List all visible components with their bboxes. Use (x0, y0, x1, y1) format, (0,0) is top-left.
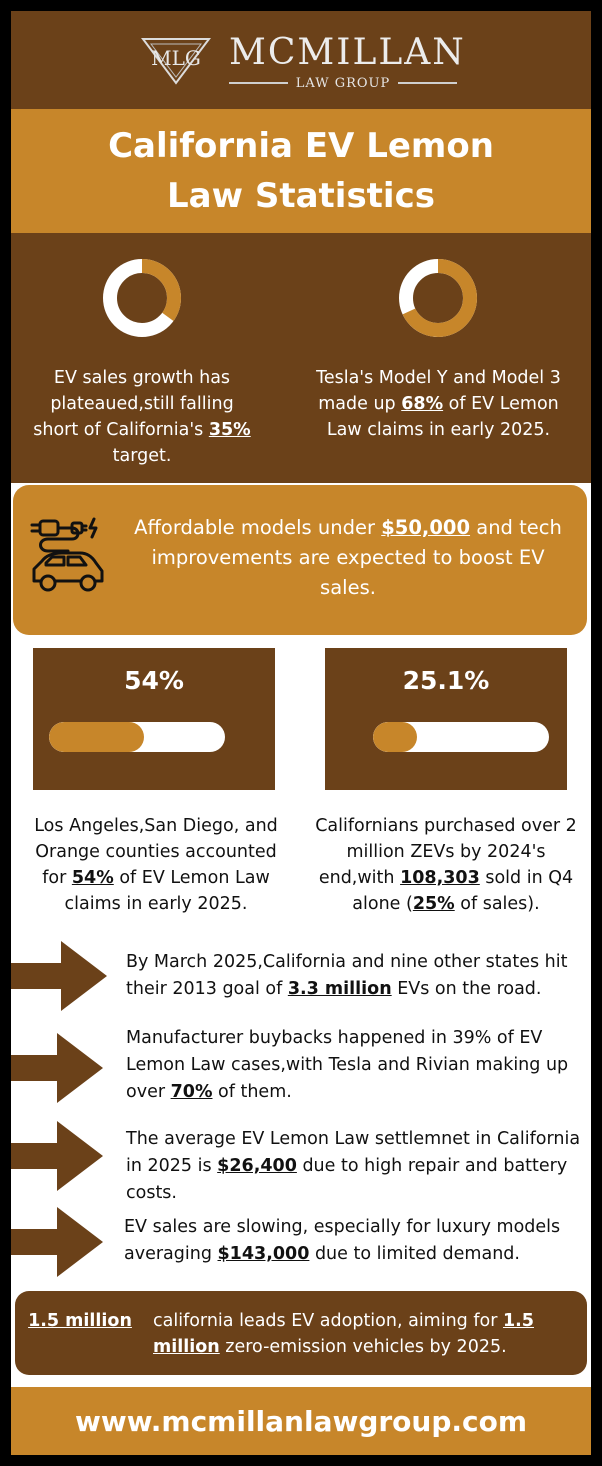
donut-caption: Tesla's Model Y and Model 3 made up 68% … (311, 365, 566, 443)
footer-callout: 1.5 million california leads EV adoption… (15, 1291, 587, 1375)
donut-caption-text: of EV Lemon Law claims in early 2025. (326, 394, 559, 440)
donut-section: EV sales growth has plateaued,still fall… (11, 233, 591, 483)
afford-callout: Affordable models under $50,000 and tech… (13, 485, 587, 635)
website-link[interactable]: www.mcmillanlawgroup.com (74, 1404, 528, 1438)
afford-text: Affordable models under $50,000 and tech… (123, 513, 573, 603)
stat-caption-text: of EV Lemon Law claims in early 2025. (64, 868, 270, 914)
right-arrow-icon (11, 1207, 103, 1277)
url-band: www.mcmillanlawgroup.com (11, 1387, 591, 1455)
fact-text-part: due to limited demand. (309, 1244, 520, 1264)
stat-caption-highlight: 54% (71, 868, 114, 888)
donut-chart-icon (103, 259, 181, 337)
progress-track (373, 722, 549, 752)
progress-fill (49, 722, 145, 752)
right-arrow-icon (11, 1121, 103, 1191)
header: MLG MCMILLAN LAW GROUP (11, 11, 591, 109)
fact-text-part: The average EV Lemon Law settlemnet in C… (126, 1129, 581, 1176)
afford-text-part: and tech improvements are expected to bo… (151, 516, 562, 599)
footer-callout-figure: 1.5 million (28, 1311, 132, 1331)
brand-name: MCMILLAN (229, 32, 466, 73)
donut-chart-icon (399, 259, 477, 337)
divider (229, 82, 288, 84)
fact-text: By March 2025,California and nine other … (126, 949, 581, 1003)
footer-highlight: 1.5 million (153, 1311, 534, 1357)
stat-value: 25.1% (402, 666, 490, 695)
fact-text: Manufacturer buybacks happened in 39% of… (126, 1025, 581, 1106)
brand-sub-wrap: LAW GROUP (229, 75, 457, 91)
fact-highlight: $143,000 (217, 1244, 310, 1264)
progress-track (49, 722, 225, 752)
logo-monogram-text: MLG (151, 46, 201, 70)
fact-highlight: 3.3 million (287, 979, 392, 999)
fact-text-part: of them. (212, 1082, 292, 1102)
divider (398, 82, 457, 84)
right-arrow-icon (11, 941, 107, 1011)
right-arrow-icon (11, 1033, 103, 1103)
stat-caption-highlight: 25% (412, 894, 455, 914)
stat-caption-highlight: 108,303 (400, 868, 480, 888)
donut-caption-highlight: 35% (208, 420, 251, 440)
stat-caption-text: of sales). (454, 894, 540, 914)
page-title: California EV Lemon Law Statistics (108, 126, 494, 216)
stat-box: 54% (33, 648, 275, 790)
electric-car-icon (30, 517, 104, 592)
fact-text-part: Manufacturer buybacks happened in 39% of… (126, 1028, 569, 1102)
logo-monogram-icon: MLG (141, 38, 211, 85)
stat-value: 54% (124, 666, 184, 695)
donut-arc (103, 259, 181, 337)
footer-text-part: zero-emission vehicles by 2025. (219, 1337, 507, 1357)
donut-caption-text: EV sales growth has plateaued,still fall… (33, 368, 234, 440)
fact-text-part: EVs on the road. (391, 979, 542, 999)
stat-caption-text: sold in Q4 alone ( (352, 868, 574, 914)
fact-text-part: due to high repair and battery costs. (126, 1156, 568, 1203)
stat-caption-text: Los Angeles,San Diego, and Orange counti… (34, 816, 278, 888)
fact-highlight: $26,400 (217, 1156, 297, 1176)
stat-box: 25.1% (325, 648, 567, 790)
fact-text: EV sales are slowing, especially for lux… (124, 1214, 584, 1268)
afford-highlight: $50,000 (381, 516, 471, 539)
stat-caption: Los Angeles,San Diego, and Orange counti… (21, 813, 291, 917)
donut-caption-highlight: 68% (401, 394, 444, 414)
donut-caption-text: Tesla's Model Y and Model 3 made up (316, 368, 561, 414)
footer-callout-text: california leads EV adoption, aiming for… (153, 1308, 573, 1360)
title-band: California EV Lemon Law Statistics (11, 109, 591, 233)
donut-arc (399, 259, 477, 337)
progress-fill (373, 722, 418, 752)
footer-text-part: california leads EV adoption, aiming for (153, 1311, 503, 1331)
donut-caption: EV sales growth has plateaued,still fall… (31, 365, 253, 469)
stat-caption-text: Californians purchased over 2 million ZE… (315, 816, 577, 888)
brand-sub: LAW GROUP (295, 75, 391, 91)
stat-caption: Californians purchased over 2 million ZE… (311, 813, 581, 917)
fact-text-part: EV sales are slowing, especially for lux… (124, 1217, 561, 1264)
fact-text: The average EV Lemon Law settlemnet in C… (126, 1126, 581, 1207)
fact-highlight: 70% (170, 1082, 213, 1102)
afford-text-part: Affordable models under (134, 516, 382, 539)
infographic-frame: MLG MCMILLAN LAW GROUP California EV Lem… (11, 11, 591, 1455)
donut-caption-text: target. (112, 446, 172, 466)
fact-text-part: By March 2025,California and nine other … (126, 952, 568, 999)
